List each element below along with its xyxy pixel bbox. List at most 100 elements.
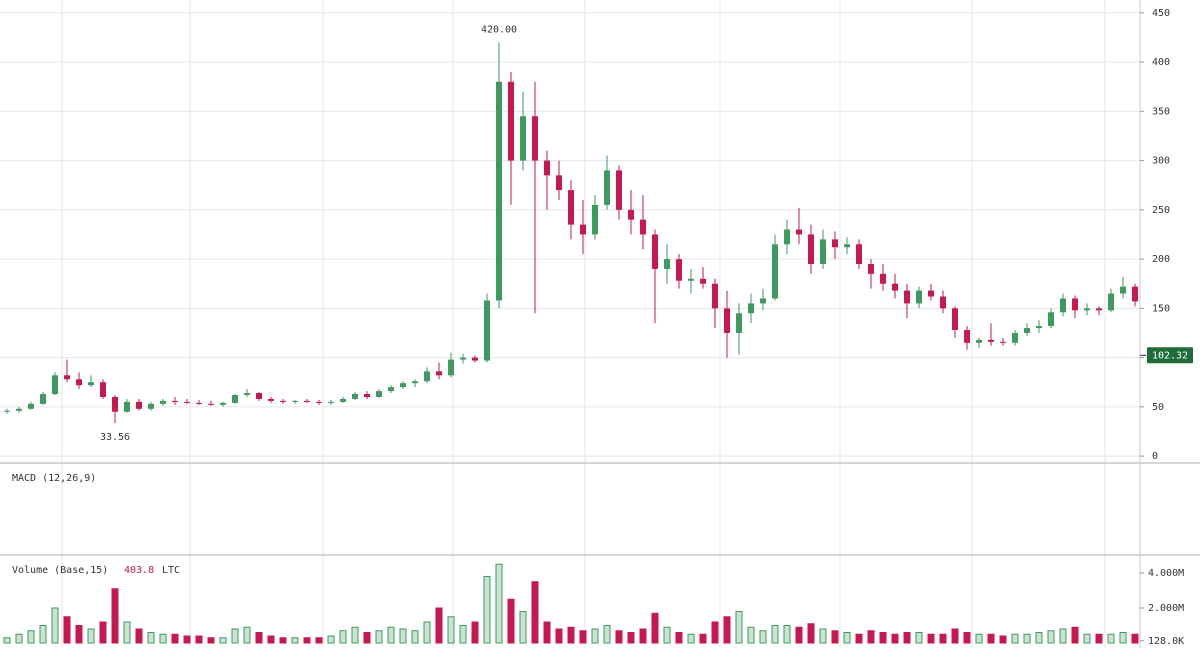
volume-bar [735, 610, 743, 644]
candle-body [916, 290, 922, 304]
candle-body [280, 400, 286, 402]
candle-body [1096, 308, 1102, 311]
volume-bar [171, 633, 179, 644]
candle-body [784, 229, 790, 245]
candle-body [940, 296, 946, 309]
volume-bar [183, 635, 191, 644]
y-tick-label: 250 [1152, 205, 1170, 216]
candle-body [892, 283, 898, 291]
y-tick-label: 50 [1152, 402, 1164, 413]
volume-bar [195, 635, 203, 644]
volume-bar [1071, 626, 1079, 644]
y-tick-label: 150 [1152, 303, 1170, 314]
volume-bar [147, 632, 155, 644]
candle-body [88, 382, 94, 386]
volume-bar [483, 575, 491, 644]
volume-bar [519, 610, 527, 644]
candle-body [880, 273, 886, 284]
volume-bar [771, 625, 779, 644]
volume-bar [387, 626, 395, 644]
candle-body [856, 244, 862, 264]
grid [0, 0, 1140, 648]
candle-body [616, 170, 622, 210]
volume-bar [627, 632, 635, 644]
volume-bar [675, 632, 683, 644]
volume-bar [39, 625, 47, 644]
candle-body [484, 300, 490, 361]
candle-body [796, 229, 802, 235]
volume-bar [939, 633, 947, 644]
y-tick-label: 300 [1152, 156, 1170, 167]
volume-bar [291, 637, 299, 644]
y-tick-label: 0 [1152, 451, 1158, 462]
volume-bar [543, 621, 551, 644]
candle-body [292, 400, 298, 402]
candle-body [424, 371, 430, 382]
volume-bar [999, 635, 1007, 644]
volume-bar [903, 632, 911, 644]
candle-body [244, 393, 250, 396]
macd-title: MACD (12,26,9) [12, 473, 96, 484]
volume-bar [447, 616, 455, 644]
volume-bar [711, 621, 719, 644]
candle-body [1108, 293, 1114, 311]
volume-bar [1131, 633, 1139, 644]
candle-body [832, 239, 838, 248]
candle-body [556, 175, 562, 191]
volume-bar [423, 621, 431, 644]
volume-tick-label: 128.0K [1148, 636, 1184, 647]
volume-bar [27, 630, 35, 644]
candle-body [472, 357, 478, 361]
candle-body [1120, 286, 1126, 294]
candle-body [1012, 332, 1018, 343]
candle-body [196, 402, 202, 404]
volume-unit: LTC [162, 565, 180, 576]
last-price-tag [1147, 347, 1193, 364]
volume-bar [723, 616, 731, 644]
candle-body [580, 224, 586, 235]
volume-bar [1059, 628, 1067, 644]
candle-body [52, 375, 58, 395]
candle-body [988, 339, 994, 342]
volume-bar [267, 635, 275, 644]
volume-bar [135, 628, 143, 644]
volume-bar [1023, 633, 1031, 644]
candle-body [28, 403, 34, 409]
candle-body [4, 410, 10, 412]
candle-body [376, 391, 382, 397]
volume-bar [591, 628, 599, 644]
candle-body [964, 330, 970, 343]
volume-bar [951, 628, 959, 644]
candle-body [316, 401, 322, 403]
volume-title: Volume (Base,15) [12, 565, 108, 576]
volume-bar [1119, 632, 1127, 644]
y-tick-label: 200 [1152, 254, 1170, 265]
candle-body [112, 396, 118, 412]
volume-bar [99, 621, 107, 644]
volume-bar [927, 633, 935, 644]
volume-last-value: 403.8 [124, 565, 154, 576]
candle-body [1000, 341, 1006, 343]
volume-bar [255, 632, 263, 644]
volume-bar [747, 626, 755, 644]
candle-body [904, 290, 910, 304]
candle-body [208, 403, 214, 405]
candle-body [1048, 312, 1054, 327]
candle-body [520, 116, 526, 161]
volume-bar [351, 626, 359, 644]
volume-bar [411, 630, 419, 644]
volume-bar [987, 633, 995, 644]
candle-body [64, 375, 70, 380]
candle-body [604, 170, 610, 205]
candle-body [1024, 328, 1030, 333]
candle-body [100, 382, 106, 397]
candle-body [532, 116, 538, 161]
volume-bar [1035, 632, 1043, 644]
volume-bar [1083, 633, 1091, 644]
candle-body [1072, 298, 1078, 311]
volume-bar [615, 630, 623, 644]
volume-bar [891, 633, 899, 644]
volume-bar [243, 626, 251, 644]
volume-bar [687, 633, 695, 644]
